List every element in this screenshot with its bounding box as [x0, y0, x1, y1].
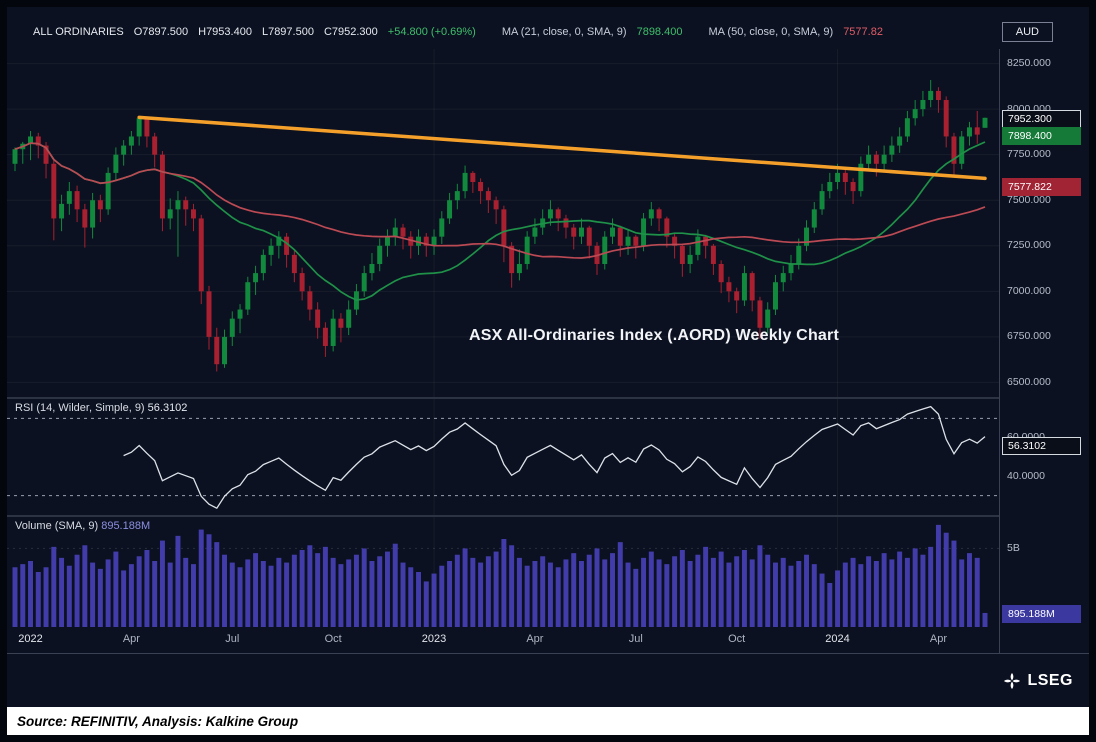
close-value: C7952.300: [323, 26, 378, 38]
lseg-logo-icon: [1004, 672, 1021, 689]
source-bar: Source: REFINITIV, Analysis: Kalkine Gro…: [7, 707, 1089, 735]
volume-label: Volume (SMA, 9): [15, 520, 99, 532]
axis-tick: 7250.000: [1007, 239, 1051, 252]
volume-canvas[interactable]: [7, 517, 999, 627]
time-tick-apr: Apr: [929, 633, 947, 645]
axis-tick: 6500.000: [1007, 375, 1051, 388]
rsi-legend: RSI (14, Wilder, Simple, 9) 56.3102: [15, 402, 187, 414]
footer-bar: LSEG: [7, 653, 1089, 707]
time-tick-jul: Jul: [628, 633, 643, 645]
change-value: +54.800 (+0.69%): [387, 26, 476, 38]
last-price-badge: 7952.300: [1002, 109, 1081, 128]
axis-tick: 40.0000: [1007, 469, 1045, 482]
currency-badge[interactable]: AUD: [1001, 22, 1053, 42]
time-tick-jul: Jul: [225, 633, 240, 645]
ma21-badge: 7898.400: [1002, 126, 1081, 145]
chart-header: ALL ORDINARIES O7897.500 H7953.400 L7897…: [7, 7, 1089, 49]
rsi-badge: 56.3102: [1002, 436, 1081, 455]
volume-value: 895.188M: [101, 520, 151, 532]
lseg-logo-text: LSEG: [1027, 671, 1073, 689]
time-tick-2022: 2022: [18, 633, 43, 645]
axis-tick: 7750.000: [1007, 148, 1051, 161]
time-tick-apr: Apr: [526, 633, 544, 645]
rsi-label: RSI (14, Wilder, Simple, 9): [15, 402, 145, 414]
panel-divider: [7, 515, 999, 517]
panel-divider: [7, 397, 999, 399]
time-tick-oct: Oct: [324, 633, 342, 645]
axis-tick: 7500.000: [1007, 193, 1051, 206]
source-text: Source: REFINITIV, Analysis: Kalkine Gro…: [17, 713, 299, 729]
ma21-value: 7898.400: [636, 26, 683, 38]
volume-bars: [12, 524, 988, 627]
ma21-line: [14, 141, 986, 301]
rsi-canvas[interactable]: [7, 399, 999, 515]
axis-tick: 8250.000: [1007, 57, 1051, 70]
ma50-line: [14, 142, 986, 259]
axis-tick: 6750.000: [1007, 330, 1051, 343]
rsi-line: [123, 405, 986, 510]
price-axis-column[interactable]: 8250.000 8000.000 7750.000 7500.000 7250.000…: [999, 49, 1089, 653]
price-canvas[interactable]: [7, 49, 999, 397]
chart-body: ASX All-Ordinaries Index (.AORD) Weekly …: [7, 49, 1089, 653]
time-tick-2023: 2023: [421, 633, 447, 645]
time-tick-apr: Apr: [122, 633, 140, 645]
low-value: L7897.500: [261, 26, 314, 38]
time-tick-oct: Oct: [728, 633, 746, 645]
time-axis: 2022 Apr Jul Oct 2023 Apr Jul Oct 2024 Apr: [7, 627, 999, 653]
plot-area: ASX All-Ordinaries Index (.AORD) Weekly …: [7, 49, 999, 653]
ma21-label: MA (21, close, 0, SMA, 9): [501, 26, 627, 38]
ma50-label: MA (50, close, 0, SMA, 9): [708, 26, 834, 38]
rsi-value: 56.3102: [147, 402, 188, 414]
open-value: O7897.500: [133, 26, 189, 38]
instrument-name: ALL ORDINARIES: [33, 26, 124, 38]
axis-tick: 5B: [1007, 541, 1020, 554]
ma50-badge: 7577.822: [1002, 178, 1081, 197]
volume-legend: Volume (SMA, 9) 895.188M: [15, 520, 150, 532]
ma50-value: 7577.82: [843, 26, 883, 38]
volume-badge: 895.188M: [1002, 604, 1081, 623]
high-value: H7953.400: [198, 26, 252, 38]
chart-annotation: ASX All-Ordinaries Index (.AORD) Weekly …: [469, 327, 839, 344]
rsi-panel[interactable]: RSI (14, Wilder, Simple, 9) 56.3102: [7, 399, 999, 515]
trendline[interactable]: [137, 115, 987, 181]
price-panel[interactable]: ASX All-Ordinaries Index (.AORD) Weekly …: [7, 49, 999, 397]
axis-tick: 7000.000: [1007, 284, 1051, 297]
time-tick-2024: 2024: [825, 633, 850, 645]
volume-panel[interactable]: Volume (SMA, 9) 895.188M: [7, 517, 999, 627]
